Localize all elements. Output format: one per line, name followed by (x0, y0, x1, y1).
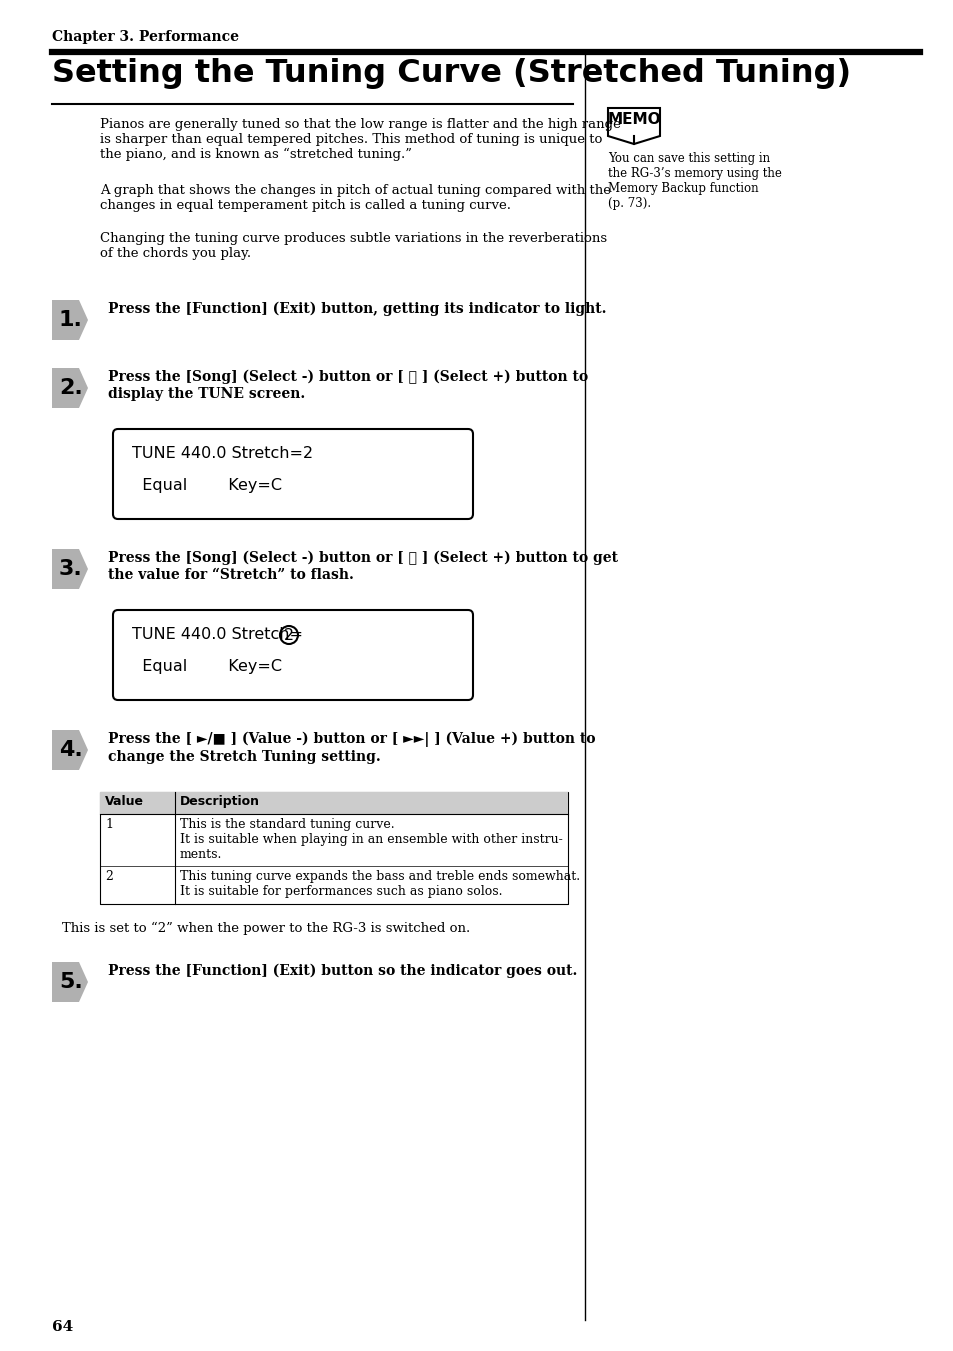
Polygon shape (52, 549, 88, 589)
Bar (100, 792, 567, 815)
FancyBboxPatch shape (112, 430, 473, 519)
Text: You can save this setting in
the RG-3’s memory using the
Memory Backup function
: You can save this setting in the RG-3’s … (607, 153, 781, 209)
Text: MEMO: MEMO (606, 112, 660, 127)
Text: TUNE 440.0 Stretch=2: TUNE 440.0 Stretch=2 (132, 446, 313, 461)
Text: 4.: 4. (59, 740, 83, 761)
Text: 2.: 2. (59, 378, 83, 399)
Text: 2: 2 (105, 870, 112, 884)
Text: Equal        Key=C: Equal Key=C (132, 659, 282, 674)
Text: Value: Value (105, 794, 144, 808)
Text: A graph that shows the changes in pitch of actual tuning compared with the
chang: A graph that shows the changes in pitch … (100, 184, 610, 212)
Text: Pianos are generally tuned so that the low range is flatter and the high range
i: Pianos are generally tuned so that the l… (100, 118, 620, 161)
Text: 3.: 3. (59, 559, 83, 580)
Polygon shape (52, 730, 88, 770)
Bar (100, 792, 567, 904)
Text: This is set to “2” when the power to the RG-3 is switched on.: This is set to “2” when the power to the… (62, 921, 470, 935)
Polygon shape (52, 300, 88, 340)
Text: Chapter 3. Performance: Chapter 3. Performance (52, 30, 239, 45)
Text: Changing the tuning curve produces subtle variations in the reverberations
of th: Changing the tuning curve produces subtl… (100, 232, 606, 259)
Polygon shape (52, 367, 88, 408)
FancyBboxPatch shape (112, 611, 473, 700)
Text: Description: Description (180, 794, 260, 808)
Text: 5.: 5. (59, 971, 83, 992)
Text: Press the [Function] (Exit) button, getting its indicator to light.: Press the [Function] (Exit) button, gett… (108, 303, 606, 316)
Text: Press the [ ►/■ ] (Value -) button or [ ►►| ] (Value +) button to
change the Str: Press the [ ►/■ ] (Value -) button or [ … (108, 732, 595, 763)
Text: 1.: 1. (59, 309, 83, 330)
Text: Press the [Function] (Exit) button so the indicator goes out.: Press the [Function] (Exit) button so th… (108, 965, 577, 978)
Text: Press the [Song] (Select -) button or [ ᑌ ] (Select +) button to get
the value f: Press the [Song] (Select -) button or [ … (108, 551, 618, 581)
Polygon shape (52, 962, 88, 1002)
Text: Press the [Song] (Select -) button or [ ᑌ ] (Select +) button to
display the TUN: Press the [Song] (Select -) button or [ … (108, 370, 587, 401)
Text: 1: 1 (105, 817, 112, 831)
Text: TUNE 440.0 Stretch=: TUNE 440.0 Stretch= (132, 627, 303, 642)
Polygon shape (607, 108, 659, 145)
Text: Equal        Key=C: Equal Key=C (132, 478, 282, 493)
Text: 64: 64 (52, 1320, 73, 1333)
Text: 2: 2 (284, 627, 294, 643)
Text: This tuning curve expands the bass and treble ends somewhat.
It is suitable for : This tuning curve expands the bass and t… (180, 870, 579, 898)
Text: This is the standard tuning curve.
It is suitable when playing in an ensemble wi: This is the standard tuning curve. It is… (180, 817, 562, 861)
Text: Setting the Tuning Curve (Stretched Tuning): Setting the Tuning Curve (Stretched Tuni… (52, 58, 850, 89)
